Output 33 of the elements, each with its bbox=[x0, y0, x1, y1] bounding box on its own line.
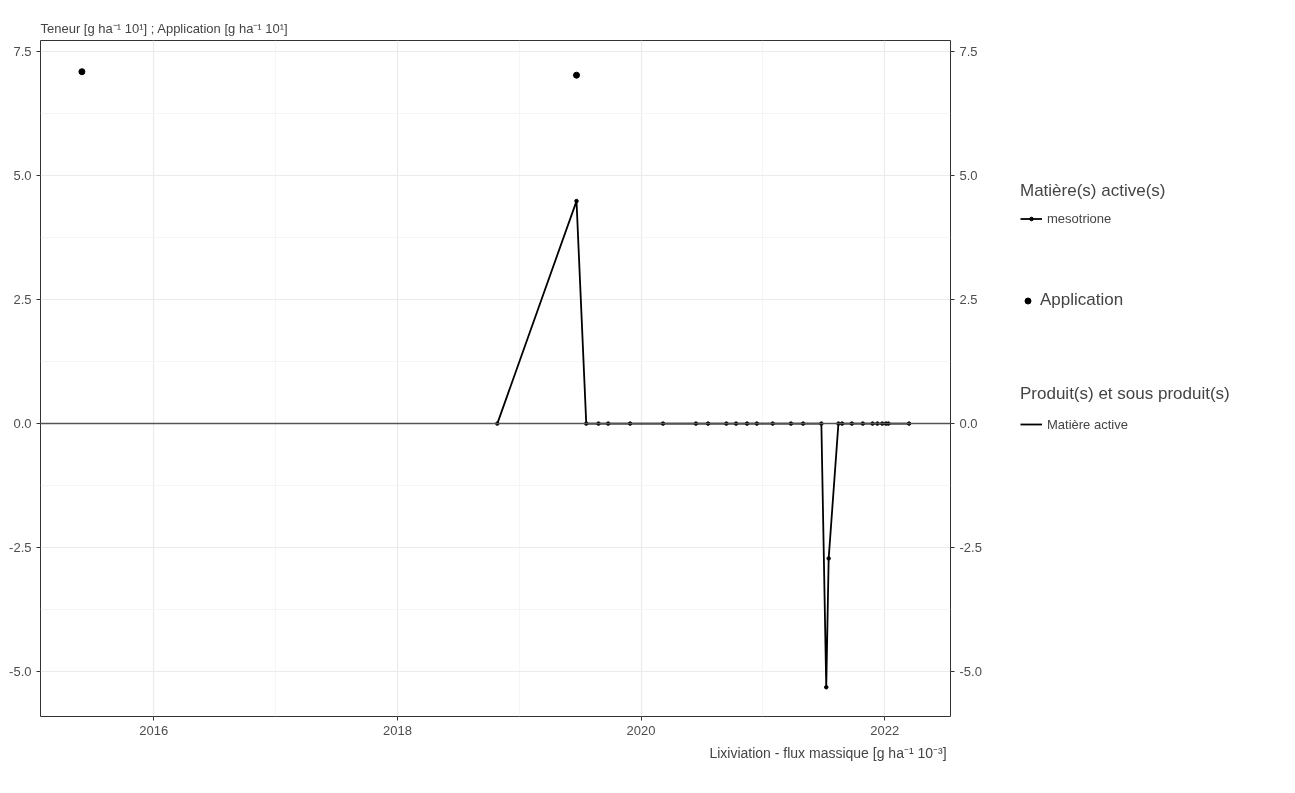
y2-tick-label: 0.0 bbox=[959, 416, 978, 432]
point bbox=[823, 685, 829, 690]
point bbox=[870, 421, 875, 426]
x-tick-label: 2022 bbox=[870, 722, 900, 738]
point bbox=[573, 71, 581, 79]
y-tick-label: 2.5 bbox=[13, 292, 32, 308]
text: Produit(s) et sous produit(s) bbox=[1020, 384, 1230, 404]
y-tick-label: -5.0 bbox=[9, 663, 32, 679]
x-axis-title: Lixiviation - flux massique [g ha⁻¹ 10⁻³] bbox=[709, 744, 947, 761]
legend-title: Matière(s) active(s) bbox=[1020, 181, 1166, 201]
y2-tick-label: -5.0 bbox=[959, 663, 982, 679]
legend-label: Application bbox=[1040, 290, 1124, 310]
x-tick-label: 2020 bbox=[626, 722, 656, 738]
point bbox=[826, 556, 831, 561]
point bbox=[875, 421, 880, 426]
y2-tick-label: 7.5 bbox=[959, 44, 978, 60]
point bbox=[724, 421, 729, 426]
x-tick-label: 2016 bbox=[139, 722, 169, 738]
text: Matière active bbox=[1047, 416, 1128, 432]
y2-tick-label: 2.5 bbox=[959, 292, 978, 308]
point bbox=[495, 421, 500, 426]
chart-title: Teneur [g ha⁻¹ 10¹] ; Application [g ha⁻¹ 10¹] bbox=[40, 20, 288, 36]
y2-tick-label: -2.5 bbox=[959, 540, 982, 555]
y-tick-label: 7.5 bbox=[13, 44, 32, 60]
y2-tick-label: 5.0 bbox=[959, 168, 978, 184]
point bbox=[574, 198, 579, 204]
y-tick-label: -2.5 bbox=[9, 540, 32, 555]
point bbox=[596, 421, 601, 426]
y-tick-label: 0.0 bbox=[13, 416, 32, 432]
point bbox=[78, 68, 86, 76]
x-tick-label: 2018 bbox=[382, 722, 412, 738]
legend-label: mesotrione bbox=[1047, 211, 1112, 226]
y-tick-label: 5.0 bbox=[13, 168, 32, 184]
